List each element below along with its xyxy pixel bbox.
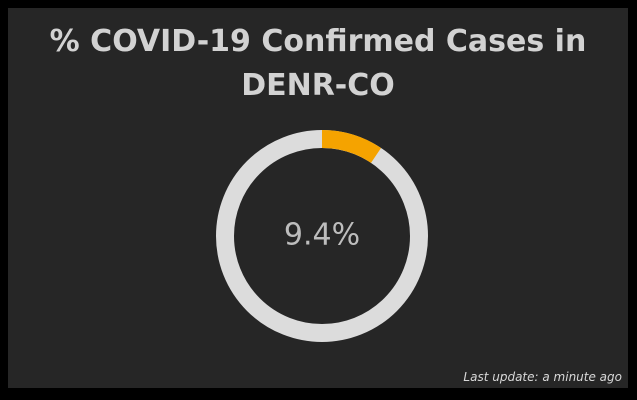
value-label: 9.4% [284, 218, 360, 253]
chart-title: % COVID-19 Confirmed Cases in DENR-CO [49, 24, 587, 103]
chart: 9.4% [216, 130, 428, 342]
gauge-arc [321, 130, 382, 164]
widget-panel: % COVID-19 Confirmed Cases in DENR-CO 9.… [8, 8, 628, 388]
last-update: Last update: a minute ago [463, 370, 622, 384]
